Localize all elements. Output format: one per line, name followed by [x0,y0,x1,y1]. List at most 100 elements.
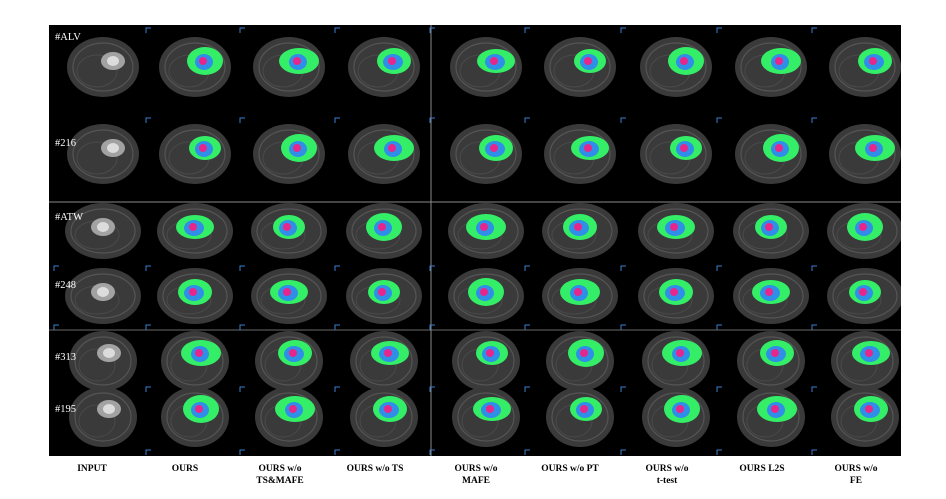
lesion-hyperintensity [107,143,119,153]
slice-cell [542,203,618,259]
brain-contour [258,129,320,179]
corner-marker [716,265,722,271]
corner-marker [620,449,626,455]
brain-slice [67,37,139,97]
enhancing-tumor-region [580,349,588,357]
brain-contour [353,129,415,179]
brain-contour [738,208,804,254]
col-label-line2: FE [849,476,863,486]
corner-marker [524,449,530,455]
slice-cell [733,268,809,324]
brain-contour [643,208,709,254]
slice-cell [452,387,520,447]
slice-cell [157,203,233,259]
corner-marker [239,449,245,455]
enhancing-tumor-region [199,57,207,65]
corner-marker [620,117,626,123]
corner-marker [145,117,151,123]
brain-contour [549,42,611,92]
slice-cell [448,203,524,259]
corner-marker [429,117,435,123]
col-label-line1: OURS w/o [645,464,689,474]
slice-cell [737,387,805,447]
brain-contour [836,392,894,442]
corner-marker [620,27,626,33]
slice-cell [831,331,899,391]
col-label-line1: OURS L2S [739,464,785,474]
slice-cell [737,331,805,391]
brain-contour [453,273,519,319]
enhancing-tumor-region [865,349,873,357]
enhancing-tumor-region [676,349,684,357]
brain-contour [72,42,134,92]
enhancing-tumor-region [486,349,494,357]
row-label-248: #248 [55,280,76,291]
brain-contour [166,392,224,442]
corner-marker [716,449,722,455]
slice-cell [642,331,710,391]
enhancing-tumor-region [384,405,392,413]
slice-cell [735,124,807,184]
slice-cell [346,268,422,324]
slice-cell [69,387,137,447]
slice-cell [542,268,618,324]
enhancing-tumor-region [490,144,498,152]
col-label-ours-wo-fe: OURS w/o FE [811,463,901,487]
enhancing-tumor-region [289,405,297,413]
enhancing-tumor-region [378,223,386,231]
col-label-ours-wo-t-test: OURS w/o t-test [622,463,712,487]
brain-contour [162,273,228,319]
image-grid [49,25,901,456]
slice-cell [69,331,137,391]
slice-cell [638,203,714,259]
col-label-line1: OURS w/o [834,464,878,474]
slice-cell [255,331,323,391]
brain-contour [258,42,320,92]
brain-contour [256,208,322,254]
corner-marker [334,27,340,33]
brain-contour [742,336,800,386]
enhancing-tumor-region [195,405,203,413]
col-label-ours-wo-ts-mafe: OURS w/o TS&MAFE [235,463,325,487]
brain-contour [645,129,707,179]
enhancing-tumor-region [584,57,592,65]
enhancing-tumor-region [680,57,688,65]
slice-cell [546,331,614,391]
brain-contour [162,208,228,254]
brain-contour [164,42,226,92]
corner-marker [239,27,245,33]
corner-marker [334,449,340,455]
corner-marker [334,265,340,271]
slice-cell [253,37,325,97]
corner-marker [620,265,626,271]
corner-marker [145,449,151,455]
brain-contour [76,54,118,88]
corner-marker [811,449,817,455]
corner-marker [429,386,435,392]
corner-marker [524,265,530,271]
col-label-line1: OURS w/o [258,464,302,474]
corner-marker [145,386,151,392]
brain-contour [453,208,519,254]
row-label-195: #195 [55,404,76,415]
slice-cell [157,268,233,324]
col-label-line1: OURS [171,464,199,474]
brain-contour [166,336,224,386]
brain-contour [832,208,898,254]
enhancing-tumor-region [859,223,867,231]
brain-contour [74,336,132,386]
slice-cell [161,387,229,447]
corner-marker [524,27,530,33]
corner-marker [524,324,530,330]
brain-contour [740,42,802,92]
brain-contour [355,336,413,386]
slice-cell [348,37,420,97]
enhancing-tumor-region [775,57,783,65]
enhancing-tumor-region [680,144,688,152]
brain-slice [69,387,137,447]
brain-contour [645,42,707,92]
enhancing-tumor-region [670,223,678,231]
enhancing-tumor-region [384,349,392,357]
corner-marker [811,117,817,123]
enhancing-tumor-region [580,405,588,413]
